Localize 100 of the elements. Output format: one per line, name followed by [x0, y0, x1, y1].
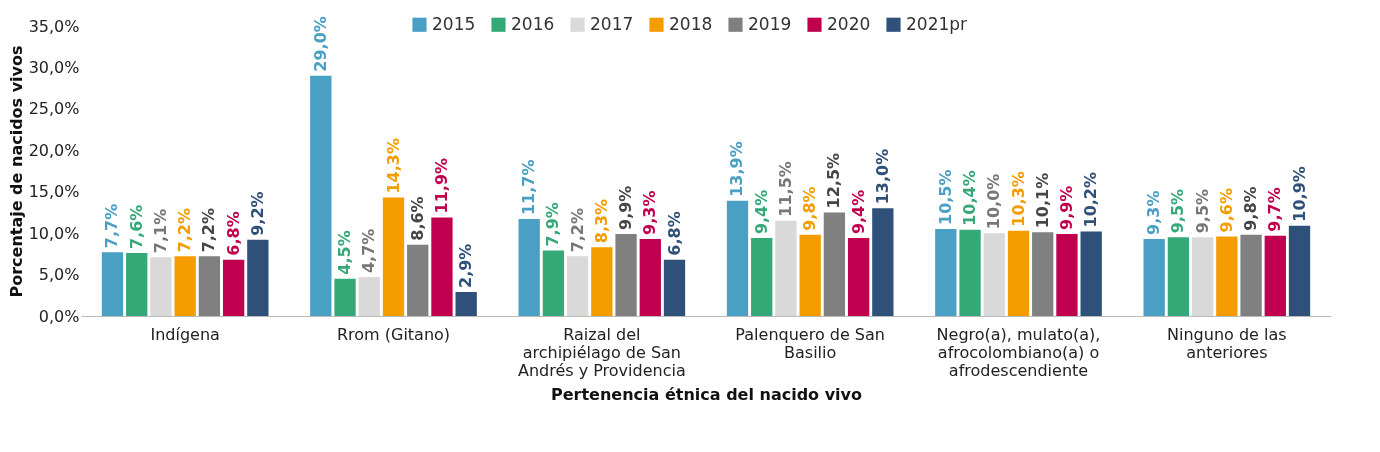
bar [382, 197, 405, 316]
bar [639, 238, 661, 316]
x-tick-label: Indígena [150, 324, 220, 344]
data-label: 7,6% [126, 204, 146, 250]
bar [1288, 225, 1311, 316]
legend-label: 2018 [669, 13, 713, 34]
bar [1167, 237, 1190, 316]
data-label: 9,6% [1216, 188, 1236, 233]
data-label: 7,9% [543, 202, 563, 247]
data-label: 6,8% [223, 211, 243, 256]
bar [1056, 233, 1078, 316]
data-label: 10,9% [1289, 166, 1309, 222]
bar [751, 238, 773, 316]
data-label: 11,5% [775, 161, 795, 217]
y-axis-title: Porcentaje de nacidos vivos [6, 45, 26, 298]
bar [334, 278, 356, 316]
data-label: 7,7% [102, 203, 122, 249]
data-label: 14,3% [383, 138, 403, 194]
y-tick-label: 15,0% [28, 182, 80, 202]
legend-label: 2021pr [906, 13, 968, 34]
data-label: 7,2% [199, 207, 219, 253]
bar [1216, 236, 1238, 316]
data-label: 9,7% [1265, 187, 1285, 232]
legend-label: 2015 [432, 13, 476, 34]
bar [198, 256, 221, 316]
x-tick-label: Ninguno de las anteriores [1167, 324, 1287, 362]
data-label: 9,8% [1241, 186, 1261, 231]
bar [1080, 231, 1102, 316]
bar [247, 239, 269, 316]
data-label: 9,3% [1144, 190, 1164, 235]
y-tick-label: 10,0% [28, 223, 80, 243]
legend-label: 2017 [590, 13, 634, 34]
bar [615, 233, 637, 316]
data-label: 9,9% [1056, 185, 1076, 230]
data-label: 10,0% [984, 173, 1004, 230]
data-label: 13,0% [872, 148, 892, 205]
bar [872, 208, 894, 316]
bar [407, 244, 429, 316]
data-label: 11,7% [519, 159, 539, 216]
bar [1007, 230, 1030, 316]
bar [126, 253, 148, 316]
data-label: 7,2% [567, 207, 587, 253]
data-label: 13,9% [727, 141, 747, 197]
bar [775, 220, 797, 316]
data-label: 10,2% [1081, 171, 1101, 228]
y-tick-label: 25,0% [28, 99, 80, 119]
bar [823, 212, 846, 316]
bar [542, 250, 565, 316]
bar [935, 229, 957, 316]
y-tick-label: 20,0% [28, 140, 80, 160]
bar [1032, 232, 1054, 316]
bar [431, 217, 453, 316]
data-label: 9,8% [800, 186, 820, 231]
bar [358, 277, 380, 316]
data-label: 6,8% [664, 211, 684, 256]
data-label: 7,2% [175, 207, 195, 253]
data-label: 4,7% [359, 228, 379, 274]
y-tick-label: 0,0% [38, 306, 80, 326]
legend-label: 2016 [511, 13, 555, 34]
y-tick-label: 30,0% [28, 57, 80, 77]
y-tick-label: 35,0% [28, 16, 80, 36]
x-tick-label: Negro(a), mulato(a), afrocolombiano(a) o afrodescendiente [936, 324, 1101, 380]
bar [1264, 235, 1286, 316]
bar [310, 75, 332, 316]
data-label: 9,9% [616, 185, 636, 230]
bar [518, 219, 540, 316]
data-label: 10,3% [1008, 171, 1028, 227]
data-label: 9,3% [640, 190, 660, 235]
legend-label: 2020 [827, 13, 871, 34]
data-label: 11,9% [431, 157, 451, 214]
data-label: 8,6% [407, 196, 427, 241]
bar [455, 291, 477, 316]
data-label: 9,2% [247, 191, 267, 236]
bar [959, 229, 981, 316]
bar [847, 238, 870, 316]
data-label: 4,5% [335, 230, 355, 275]
x-tick-label: Rrom (Gitano) [336, 324, 451, 344]
data-label: 29,0% [310, 16, 330, 72]
bar [1240, 234, 1262, 316]
x-axis-title: Pertenencia étnica del nacido vivo [550, 384, 863, 404]
data-label: 9,5% [1192, 188, 1212, 234]
data-label: 8,3% [591, 198, 611, 244]
bar [726, 200, 749, 316]
bar [174, 256, 196, 316]
bar [663, 259, 686, 316]
bar [1143, 238, 1165, 316]
data-label: 12,5% [824, 152, 844, 209]
x-tick-label: Raizal del archipiélago de San Andrés y Providencia [517, 324, 686, 380]
bar [150, 257, 172, 316]
bar [566, 256, 589, 316]
data-label: 9,4% [751, 189, 771, 235]
legend-label: 2019 [748, 13, 792, 34]
data-label: 7,1% [150, 208, 170, 254]
data-label: 9,5% [1168, 188, 1188, 234]
bar [591, 247, 613, 316]
bar [222, 259, 245, 316]
x-tick-label: Palenquero de San Basilio [735, 324, 885, 362]
bar [983, 233, 1005, 316]
data-label: 10,4% [960, 170, 980, 226]
data-label: 10,5% [935, 169, 955, 225]
